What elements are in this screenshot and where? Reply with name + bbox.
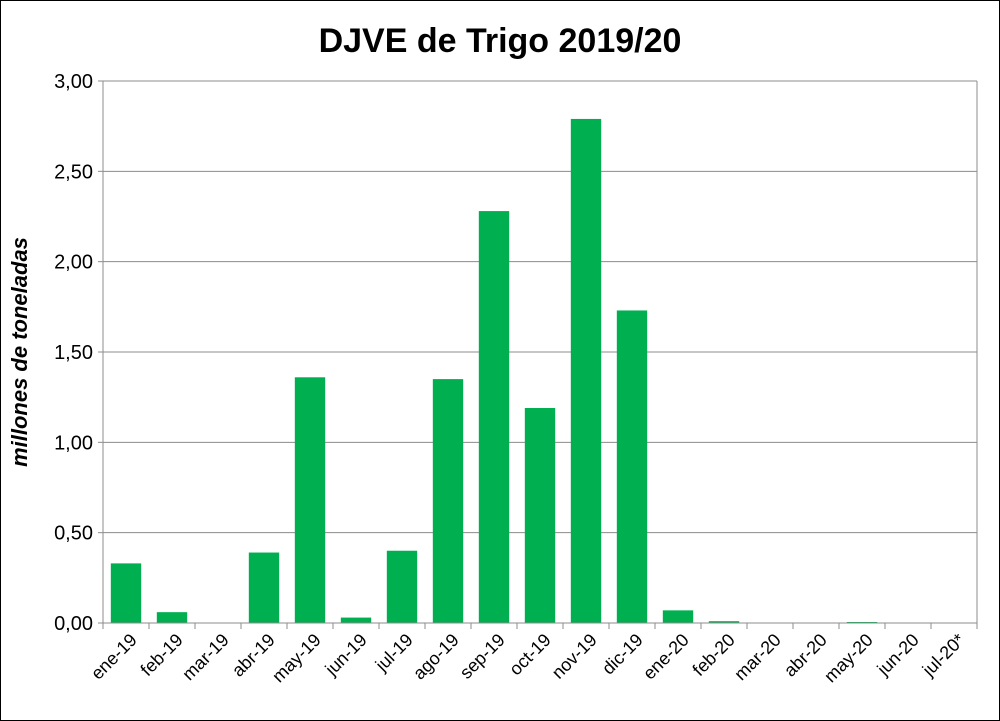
bar-jun-19 [340, 617, 372, 623]
x-tick-label: may-20 [820, 630, 877, 687]
axes [102, 81, 977, 624]
y-axis-label: millones de toneladas [7, 237, 32, 467]
bar-dic-19 [616, 310, 648, 623]
gridlines [98, 80, 978, 624]
x-tick-label: jul-20* [918, 630, 969, 681]
bar-feb-19 [156, 612, 188, 623]
chart-title: DJVE de Trigo 2019/20 [319, 22, 682, 60]
y-tick-label: 2,50 [54, 161, 93, 183]
x-tick-label: mar-19 [178, 630, 232, 684]
x-tick-label: feb-19 [137, 630, 187, 680]
bar-ago-19 [432, 379, 464, 623]
y-tick-label: 3,00 [54, 71, 93, 93]
y-tick-label: 0,50 [54, 523, 93, 545]
y-tick-label: 0,00 [54, 613, 93, 635]
x-tick-label: oct-19 [505, 630, 555, 680]
bars [110, 118, 878, 623]
bar-sep-19 [478, 211, 510, 623]
x-tick-label: feb-20 [689, 630, 739, 680]
y-tick-label: 2,00 [54, 252, 93, 274]
bar-ene-19 [110, 563, 142, 623]
bar-oct-19 [524, 408, 556, 623]
y-axis-ticks: 0,00 0,50 1,00 1,50 2,00 2,50 3,00 [54, 71, 93, 635]
x-tick-label: may-19 [268, 630, 325, 687]
x-tick-label: jun-19 [321, 630, 371, 680]
x-tick-label: nov-19 [548, 630, 601, 683]
bar-may-19 [294, 377, 326, 623]
x-tick-label: ene-20 [639, 630, 693, 684]
bar-feb-20 [708, 621, 740, 623]
x-tick-label: jun-20 [873, 630, 923, 680]
x-tick-label: mar-20 [730, 630, 784, 684]
x-tick-label: sep-19 [456, 630, 509, 683]
x-tick-label: ene-19 [87, 630, 141, 684]
bar-ene-20 [662, 610, 694, 623]
bar-abr-19 [248, 552, 280, 623]
y-tick-label: 1,50 [54, 342, 93, 364]
x-tick-label: ago-19 [409, 630, 463, 684]
bar-nov-19 [570, 118, 602, 623]
bar-jul-19 [386, 550, 418, 623]
y-tick-label: 1,00 [54, 432, 93, 454]
